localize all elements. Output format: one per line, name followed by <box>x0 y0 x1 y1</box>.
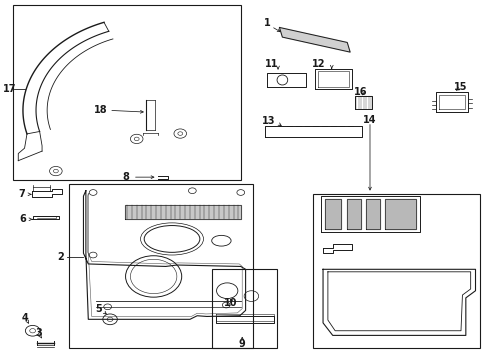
Text: 7: 7 <box>19 189 25 199</box>
Text: 15: 15 <box>453 82 467 92</box>
Text: 18: 18 <box>93 105 107 115</box>
Text: 4: 4 <box>22 312 29 323</box>
Text: 14: 14 <box>363 115 376 125</box>
Polygon shape <box>325 199 341 229</box>
Text: 11: 11 <box>264 59 278 68</box>
Text: 6: 6 <box>20 214 26 224</box>
Polygon shape <box>385 199 416 229</box>
Text: 10: 10 <box>224 298 237 308</box>
Polygon shape <box>279 27 349 52</box>
Text: 17: 17 <box>2 84 16 94</box>
Polygon shape <box>124 205 240 219</box>
Polygon shape <box>346 199 360 229</box>
Text: 1: 1 <box>264 18 270 28</box>
Text: 9: 9 <box>238 339 245 349</box>
Text: 13: 13 <box>262 116 275 126</box>
Text: 8: 8 <box>122 172 129 182</box>
Text: 3: 3 <box>35 328 42 338</box>
Text: 2: 2 <box>57 252 64 262</box>
Polygon shape <box>366 199 379 229</box>
Text: 5: 5 <box>95 303 102 314</box>
Text: 12: 12 <box>312 59 325 68</box>
Text: 16: 16 <box>353 87 367 98</box>
